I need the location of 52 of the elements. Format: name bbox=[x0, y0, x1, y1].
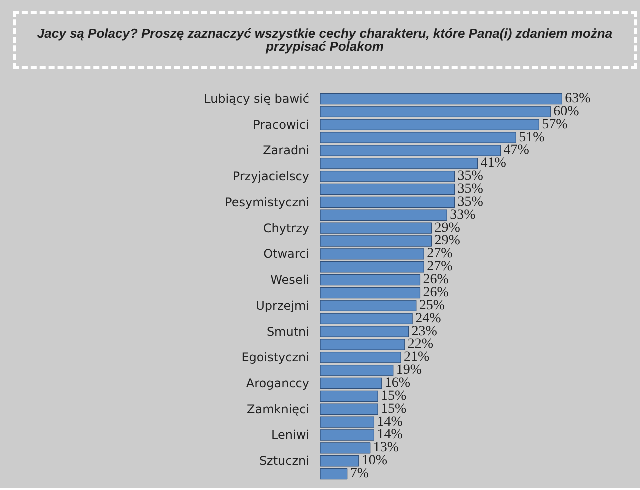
y-tick-label: Zaradni bbox=[263, 144, 310, 158]
data-label: 29% bbox=[434, 234, 461, 249]
y-tick-label: Smutni bbox=[266, 324, 310, 339]
data-label: 63% bbox=[565, 91, 592, 106]
data-label: 60% bbox=[554, 104, 580, 120]
y-tick-label: Uprzejmi bbox=[256, 298, 310, 313]
bar bbox=[320, 184, 456, 196]
data-label: 7% bbox=[350, 466, 370, 482]
data-label: 15% bbox=[381, 402, 408, 417]
y-tick-label: Otwarci bbox=[264, 247, 310, 262]
data-label: 14% bbox=[377, 428, 404, 443]
bar bbox=[320, 287, 421, 299]
data-label: 57% bbox=[542, 117, 568, 132]
y-tick-label: Egoistyczni bbox=[242, 350, 310, 365]
data-label: 41% bbox=[480, 156, 507, 172]
data-label: 27% bbox=[427, 246, 454, 262]
y-tick-label: Sztuczni bbox=[259, 454, 310, 468]
data-label: 16% bbox=[384, 376, 411, 391]
data-label: 35% bbox=[458, 194, 484, 210]
data-label: 35% bbox=[458, 182, 484, 197]
chart-title: Jacy są Polacy? Proszę zaznaczyć wszystkie cechy charakteru, które Pana(i) zdaniem można przypisać Polakom bbox=[13, 11, 637, 69]
bar bbox=[320, 378, 382, 390]
y-tick-label: Chytrzy bbox=[263, 221, 310, 236]
data-label: 10% bbox=[362, 454, 388, 469]
data-label: 14% bbox=[377, 414, 404, 430]
data-label: 24% bbox=[416, 311, 442, 326]
bar bbox=[320, 93, 562, 105]
data-label: 27% bbox=[427, 260, 454, 275]
data-label: 25% bbox=[419, 298, 446, 314]
data-label: 22% bbox=[408, 337, 434, 352]
y-tick-label: Pesymistyczni bbox=[225, 195, 310, 210]
data-label: 35% bbox=[458, 169, 484, 184]
y-tick-label: Pracowici bbox=[253, 118, 310, 132]
data-label: 15% bbox=[381, 388, 408, 404]
data-label: 47% bbox=[504, 143, 530, 158]
data-label: 26% bbox=[423, 285, 450, 300]
data-label: 23% bbox=[412, 324, 438, 340]
data-label: 26% bbox=[423, 272, 450, 288]
bar bbox=[320, 468, 348, 480]
data-label: 33% bbox=[450, 208, 476, 223]
y-tick-label: Weseli bbox=[270, 273, 310, 288]
y-tick-label: Przyjacielscy bbox=[232, 170, 310, 184]
y-tick-label: Zamknięci bbox=[247, 402, 310, 416]
y-tick-label: Aroganccy bbox=[246, 376, 310, 390]
data-label: 51% bbox=[519, 130, 546, 146]
y-tick-label: Lubiący się bawić bbox=[204, 92, 310, 106]
data-label: 29% bbox=[434, 220, 461, 236]
data-label: 13% bbox=[373, 440, 400, 456]
data-label: 21% bbox=[404, 350, 430, 366]
data-label: 19% bbox=[396, 363, 422, 378]
bar bbox=[320, 274, 421, 286]
y-tick-label: Leniwi bbox=[272, 428, 310, 442]
